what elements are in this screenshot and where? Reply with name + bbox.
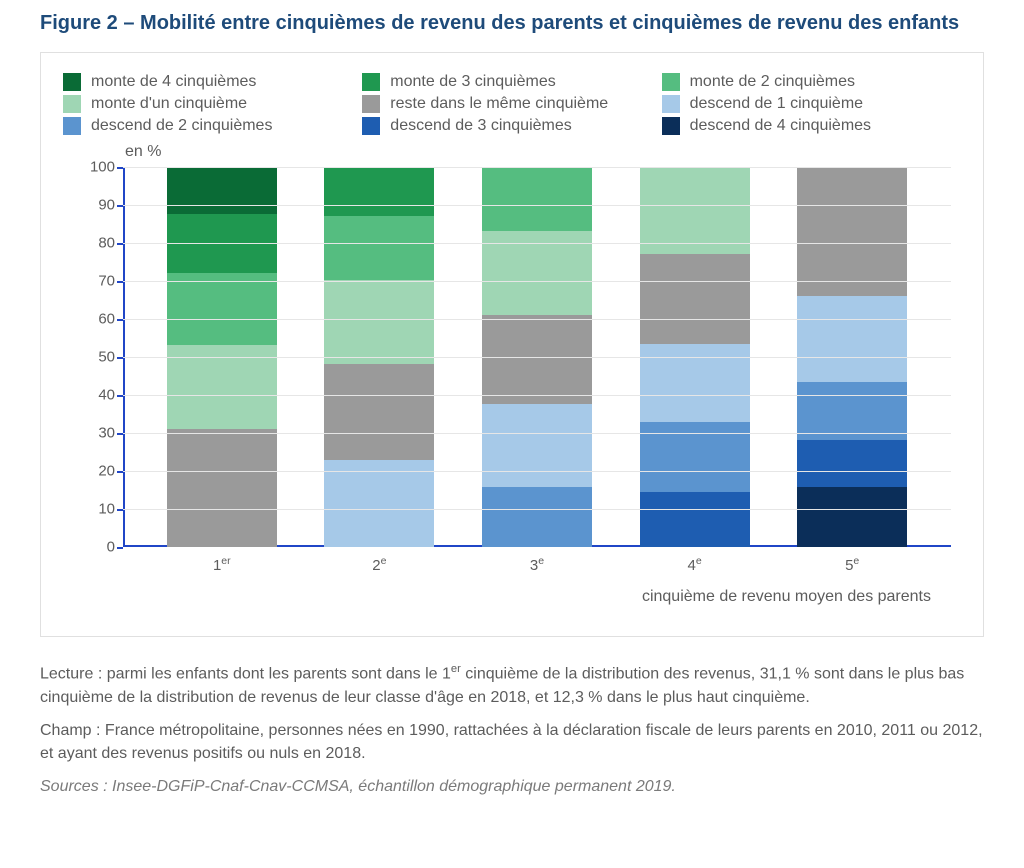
legend-label: descend de 3 cinquièmes	[390, 115, 571, 137]
legend-item: monte d'un cinquième	[63, 93, 362, 115]
y-tick-label: 40	[77, 387, 115, 404]
y-tick-mark	[117, 319, 123, 321]
bar-segment	[640, 344, 750, 422]
bar-segment	[640, 492, 750, 547]
bar-segment	[324, 216, 434, 281]
bar-segment	[482, 315, 592, 404]
chart-panel: monte de 4 cinquièmes monte de 3 cinquièm…	[40, 52, 984, 637]
bar-segment	[797, 487, 907, 547]
bar-segment	[640, 254, 750, 343]
legend-item: reste dans le même cinquième	[362, 93, 661, 115]
y-tick-mark	[117, 205, 123, 207]
figure-notes: Lecture : parmi les enfants dont les par…	[40, 661, 984, 798]
legend-item: descend de 1 cinquième	[662, 93, 961, 115]
x-tick-label: 4e	[640, 555, 750, 574]
bar-segment	[797, 296, 907, 382]
y-tick-mark	[117, 547, 123, 549]
gridline	[123, 509, 951, 510]
sources-note: Sources : Insee-DGFiP-Cnaf-Cnav-CCMSA, é…	[40, 775, 984, 798]
bar-segment	[797, 440, 907, 487]
x-tick-label: 1er	[167, 555, 277, 574]
gridline	[123, 205, 951, 206]
legend-item: descend de 3 cinquièmes	[362, 115, 661, 137]
legend-swatch	[362, 117, 380, 135]
bar-segment	[167, 273, 277, 345]
bar-segment	[797, 167, 907, 296]
y-tick-mark	[117, 281, 123, 283]
chart-area: 0102030405060708090100	[123, 167, 951, 547]
y-tick-mark	[117, 167, 123, 169]
y-tick-label: 0	[77, 539, 115, 556]
y-tick-label: 30	[77, 425, 115, 442]
y-axis-unit: en %	[125, 143, 961, 161]
y-tick-label: 80	[77, 235, 115, 252]
legend-item: monte de 3 cinquièmes	[362, 71, 661, 93]
x-tick-label: 2e	[324, 555, 434, 574]
legend-label: descend de 4 cinquièmes	[690, 115, 871, 137]
legend-item: descend de 4 cinquièmes	[662, 115, 961, 137]
legend-item: descend de 2 cinquièmes	[63, 115, 362, 137]
bar-segment	[482, 404, 592, 487]
bar-segment	[324, 167, 434, 216]
gridline	[123, 243, 951, 244]
figure-title: Figure 2 – Mobilité entre cinquièmes de …	[40, 10, 984, 36]
lecture-sup: er	[451, 663, 461, 675]
plot-area: 0102030405060708090100	[123, 167, 951, 547]
x-axis-title: cinquième de revenu moyen des parents	[63, 588, 931, 606]
bar-segment	[482, 167, 592, 231]
legend-swatch	[662, 95, 680, 113]
legend-label: descend de 1 cinquième	[690, 93, 863, 115]
bar-segment	[324, 280, 434, 364]
x-tick-label: 5e	[797, 555, 907, 574]
legend-swatch	[662, 73, 680, 91]
lecture-note: Lecture : parmi les enfants dont les par…	[40, 661, 984, 709]
x-axis-labels: 1er 2e 3e 4e 5e	[123, 547, 951, 574]
y-tick-mark	[117, 357, 123, 359]
lecture-pre: Lecture : parmi les enfants dont les par…	[40, 665, 451, 682]
gridline	[123, 167, 951, 168]
y-tick-mark	[117, 433, 123, 435]
legend-swatch	[362, 73, 380, 91]
legend-item: monte de 2 cinquièmes	[662, 71, 961, 93]
y-tick-mark	[117, 509, 123, 511]
y-tick-label: 10	[77, 501, 115, 518]
x-tick-label: 3e	[482, 555, 592, 574]
bar-segment	[482, 487, 592, 547]
gridline	[123, 357, 951, 358]
gridline	[123, 433, 951, 434]
bar-segment	[167, 167, 277, 214]
legend: monte de 4 cinquièmes monte de 3 cinquièm…	[63, 71, 961, 137]
legend-label: monte de 4 cinquièmes	[91, 71, 256, 93]
y-tick-mark	[117, 395, 123, 397]
y-tick-label: 50	[77, 349, 115, 366]
gridline	[123, 319, 951, 320]
legend-swatch	[63, 73, 81, 91]
gridline	[123, 395, 951, 396]
y-tick-label: 60	[77, 311, 115, 328]
y-tick-label: 90	[77, 197, 115, 214]
legend-label: monte de 2 cinquièmes	[690, 71, 855, 93]
legend-swatch	[362, 95, 380, 113]
gridline	[123, 471, 951, 472]
legend-swatch	[63, 117, 81, 135]
bar-segment	[324, 364, 434, 460]
gridline	[123, 281, 951, 282]
y-tick-mark	[117, 471, 123, 473]
y-tick-label: 20	[77, 463, 115, 480]
y-tick-label: 70	[77, 273, 115, 290]
legend-label: reste dans le même cinquième	[390, 93, 608, 115]
legend-label: monte d'un cinquième	[91, 93, 247, 115]
legend-item: monte de 4 cinquièmes	[63, 71, 362, 93]
bar-segment	[324, 460, 434, 547]
legend-label: monte de 3 cinquièmes	[390, 71, 555, 93]
bar-segment	[797, 382, 907, 441]
legend-swatch	[662, 117, 680, 135]
champ-note: Champ : France métropolitaine, personnes…	[40, 719, 984, 765]
bar-segment	[167, 429, 277, 547]
bar-segment	[640, 167, 750, 254]
legend-label: descend de 2 cinquièmes	[91, 115, 272, 137]
y-tick-mark	[117, 243, 123, 245]
legend-swatch	[63, 95, 81, 113]
y-tick-label: 100	[77, 159, 115, 176]
